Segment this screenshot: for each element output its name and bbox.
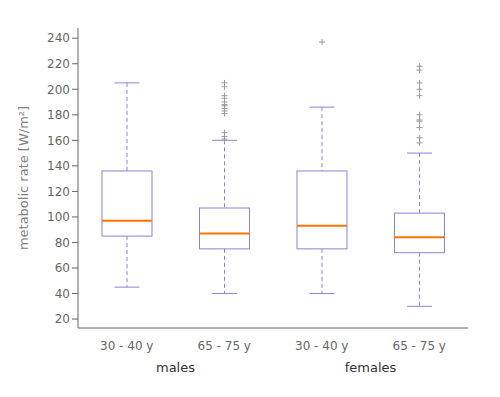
svg-text:females: females bbox=[345, 360, 397, 375]
svg-text:220: 220 bbox=[47, 57, 70, 71]
svg-text:180: 180 bbox=[47, 108, 70, 122]
svg-text:60: 60 bbox=[55, 261, 70, 275]
svg-text:males: males bbox=[156, 360, 195, 375]
svg-text:30 - 40 y: 30 - 40 y bbox=[295, 339, 348, 353]
svg-text:100: 100 bbox=[47, 210, 70, 224]
svg-text:40: 40 bbox=[55, 287, 70, 301]
svg-text:metabolic rate [W/m²]: metabolic rate [W/m²] bbox=[16, 106, 31, 250]
svg-text:200: 200 bbox=[47, 83, 70, 97]
svg-text:80: 80 bbox=[55, 236, 70, 250]
svg-text:120: 120 bbox=[47, 185, 70, 199]
svg-text:140: 140 bbox=[47, 159, 70, 173]
svg-text:65 - 75 y: 65 - 75 y bbox=[198, 339, 251, 353]
svg-text:30 - 40 y: 30 - 40 y bbox=[100, 339, 153, 353]
svg-text:160: 160 bbox=[47, 134, 70, 148]
svg-text:20: 20 bbox=[55, 312, 70, 326]
svg-text:65 - 75 y: 65 - 75 y bbox=[393, 339, 446, 353]
svg-text:240: 240 bbox=[47, 31, 70, 45]
